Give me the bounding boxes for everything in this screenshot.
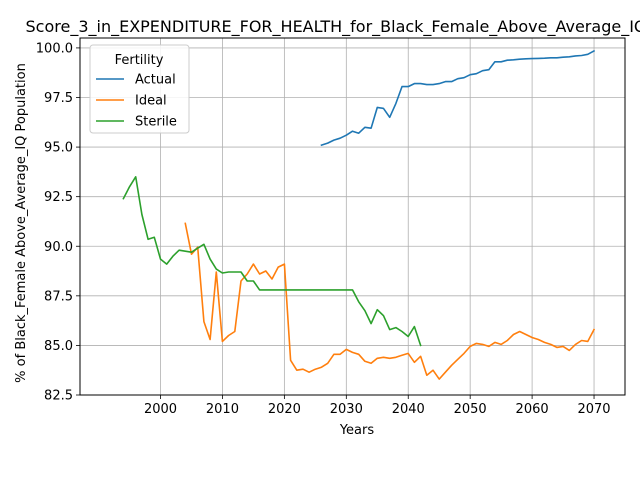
grid — [80, 38, 625, 396]
x-tick-label: 2010 — [206, 402, 239, 417]
x-tick-label: 2050 — [454, 402, 487, 417]
legend-label-sterile: Sterile — [135, 115, 177, 130]
series-line-sterile — [122, 176, 422, 347]
x-tick-label: 2030 — [330, 402, 363, 417]
x-axis-label: Years — [339, 423, 375, 438]
legend-title: Fertility — [115, 53, 164, 68]
legend: Fertility Actual Ideal Sterile — [89, 44, 190, 134]
x-tick-label: 2040 — [392, 402, 425, 417]
legend-box — [89, 44, 190, 134]
plot-frame — [79, 37, 626, 396]
x-tick-label: 2020 — [268, 402, 301, 417]
y-tick-label: 82.5 — [44, 389, 73, 404]
x-tick-label: 2000 — [144, 402, 177, 417]
legend-label-actual: Actual — [135, 73, 176, 88]
y-tick-label: 87.5 — [44, 289, 73, 304]
y-tick-label: 97.5 — [44, 91, 73, 106]
y-axis-label: % of Black_Female Above_Average_IQ Popul… — [14, 63, 29, 383]
y-tick-label: 92.5 — [44, 190, 73, 205]
legend-label-ideal: Ideal — [135, 94, 167, 109]
series-line-ideal — [184, 222, 596, 380]
x-tick-label: 2070 — [577, 402, 610, 417]
y-tick-label: 90.0 — [44, 240, 73, 255]
y-tick-label: 95.0 — [44, 141, 73, 156]
y-axis: 82.5 85.0 87.5 90.0 92.5 95.0 97.5 100.0 — [36, 41, 80, 404]
y-tick-label: 85.0 — [44, 339, 73, 354]
x-tick-label: 2060 — [516, 402, 549, 417]
x-axis: 2000 2010 2020 2030 2040 2050 2060 2070 — [144, 395, 611, 417]
series-line-actual — [320, 49, 596, 147]
legend-items: Actual Ideal Sterile — [96, 73, 177, 130]
y-tick-label: 100.0 — [36, 41, 73, 56]
series-layer — [122, 49, 596, 380]
chart-title: Score_3_in_EXPENDITURE_FOR_HEALTH_for_Bl… — [26, 17, 640, 37]
